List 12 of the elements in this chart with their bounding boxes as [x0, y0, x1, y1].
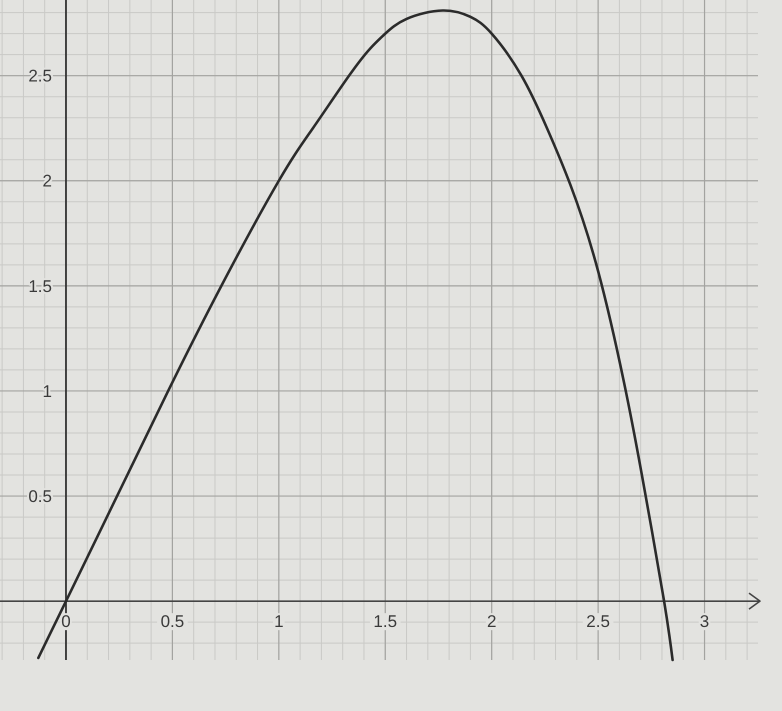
y-tick-label: 2.5 [28, 66, 52, 86]
x-tick-label: 1 [274, 612, 284, 632]
x-tick-label: 1.5 [373, 612, 398, 632]
y-tick-label: 2 [42, 172, 52, 191]
x-tick-label: 3 [700, 612, 710, 632]
y-tick-label: 1 [42, 382, 52, 401]
x-tick-label: 2 [486, 612, 496, 632]
x-tick-label: 2.5 [586, 612, 610, 632]
y-tick-label: 1.5 [28, 276, 52, 296]
y-tick-label: 0.5 [28, 487, 52, 506]
x-tick-label: 0.5 [160, 612, 184, 632]
x-tick-label: 0 [61, 612, 71, 632]
